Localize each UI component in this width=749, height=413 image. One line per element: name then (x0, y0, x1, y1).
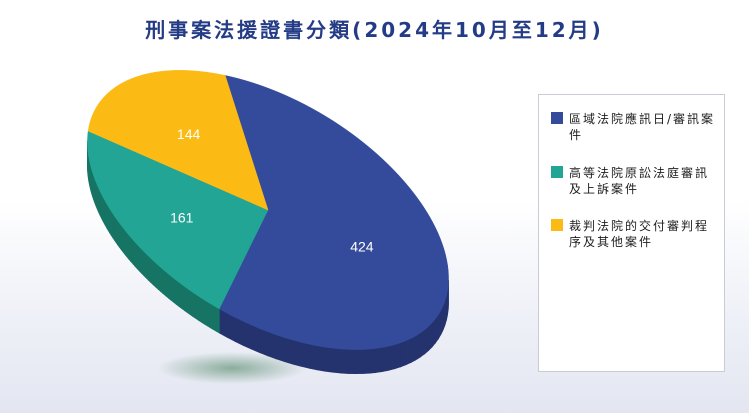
chart-title: 刑事案法援證書分類(2024年10月至12月) (145, 18, 604, 42)
legend-swatch (551, 219, 563, 231)
pie-slice (87, 130, 269, 310)
legend-swatch (551, 112, 563, 124)
slice-value-label: 144 (177, 126, 201, 142)
slice-value-label: 424 (350, 239, 374, 255)
pie-shadow (157, 352, 307, 384)
legend: 區域法院應訊日/審訊案件 高等法院原訟法庭審訊及上訴案件 裁判法院的交付審判程序… (538, 94, 725, 372)
pie-slice (218, 75, 449, 350)
legend-label: 區域法院應訊日/審訊案件 (569, 112, 716, 142)
legend-label: 高等法院原訟法庭審訊及上訴案件 (569, 166, 710, 196)
slice-value-label: 161 (170, 210, 194, 226)
legend-swatch (551, 166, 563, 178)
legend-label: 裁判法院的交付審判程序及其他案件 (569, 219, 710, 249)
pie-slice (87, 70, 269, 211)
